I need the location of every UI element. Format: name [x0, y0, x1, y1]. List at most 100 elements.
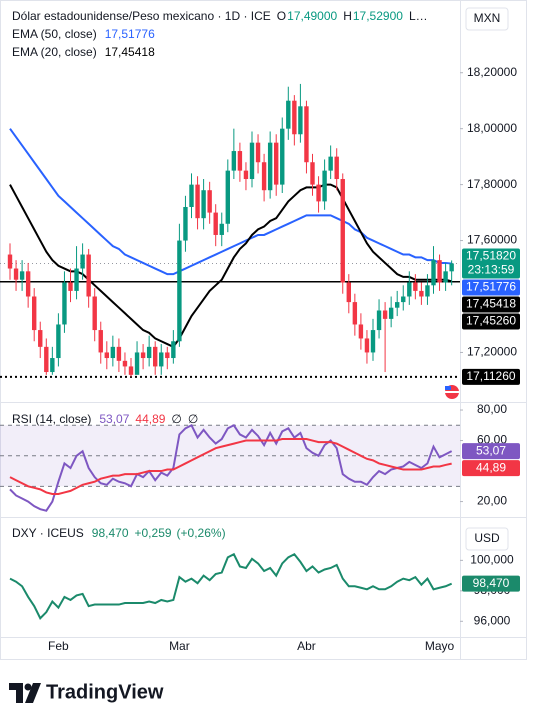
- candle-body: [413, 282, 418, 291]
- candle-body: [346, 282, 351, 303]
- candle-body: [340, 179, 345, 283]
- candle-body: [419, 290, 424, 297]
- price-label: [462, 575, 520, 592]
- y-tick-label: 17,60000: [467, 233, 517, 247]
- unit-box: [465, 7, 509, 31]
- candle-body: [395, 302, 400, 308]
- candle-body: [376, 310, 382, 331]
- x-tick-label: Abr: [297, 639, 316, 653]
- y-tick-label: 96,000: [474, 613, 511, 627]
- candle-body: [177, 240, 182, 342]
- candle-body: [328, 156, 333, 171]
- candle-body: [249, 142, 255, 180]
- legend-text: O: [277, 9, 286, 23]
- candle-body: [449, 263, 454, 272]
- candle-body: [165, 352, 170, 359]
- candle-body: [110, 346, 116, 359]
- price-label: [462, 313, 520, 330]
- candle-body: [280, 128, 285, 185]
- candle-body: [50, 358, 55, 373]
- candle-body: [304, 106, 309, 163]
- candle-body: [189, 184, 194, 207]
- candle-body: [310, 162, 315, 185]
- candle-body: [183, 206, 188, 241]
- candle-body: [207, 190, 212, 213]
- brand: TradingView: [46, 681, 164, 703]
- price-label: [462, 248, 520, 279]
- currency-flag: [445, 385, 459, 399]
- candle-body: [267, 142, 273, 191]
- candle-body: [201, 190, 206, 219]
- candle-body: [401, 296, 406, 303]
- candle-body: [243, 170, 249, 180]
- candle-body: [286, 100, 291, 129]
- indicator-line: [9, 423, 453, 512]
- candle-body: [358, 324, 364, 339]
- candle-body: [298, 106, 303, 135]
- candle-body: [92, 296, 97, 331]
- price-label-text: 44,89: [476, 460, 506, 474]
- legend-text: L…: [409, 9, 428, 23]
- candle-body: [159, 352, 164, 367]
- candle-body: [104, 352, 109, 359]
- candle-body: [140, 352, 146, 359]
- y-tick-label: 18,20000: [467, 65, 517, 79]
- y-tick-label: 20,00: [477, 494, 507, 508]
- ema-line: [9, 128, 452, 276]
- candle-body: [407, 282, 412, 297]
- y-tick-label: 17,80000: [467, 177, 517, 191]
- candle-body: [19, 271, 25, 280]
- legend-text: +0,259: [135, 526, 172, 540]
- candle-body: [370, 330, 376, 353]
- legend-text: 17,51776: [105, 27, 155, 41]
- candle-body: [261, 162, 267, 191]
- indicator-line: [9, 552, 453, 620]
- price-label-text: 17,45418: [466, 297, 516, 311]
- candle-body: [86, 254, 91, 297]
- indicator-line: [9, 438, 452, 495]
- legend-text: EMA (50, close): [12, 27, 97, 41]
- legend-text: (+0,26%): [177, 526, 226, 540]
- candle-body: [62, 282, 67, 325]
- candle-body: [274, 142, 279, 185]
- price-label: [462, 368, 520, 385]
- candle-body: [437, 260, 442, 283]
- candle-body: [431, 260, 436, 286]
- y-tick-label: 80,00: [477, 402, 507, 416]
- candle-body: [316, 184, 321, 202]
- candle-body: [237, 151, 243, 171]
- candle-body: [322, 170, 327, 202]
- x-tick-label: Mayo: [425, 639, 455, 653]
- candle-body: [425, 285, 430, 297]
- candle-body: [116, 346, 122, 361]
- candle-body: [128, 366, 134, 375]
- price-label-text: 17,51820: [466, 249, 516, 263]
- y-tick-label: 17,20000: [467, 345, 517, 359]
- candle-body: [38, 330, 43, 347]
- x-tick-label: Feb: [48, 639, 69, 653]
- candle-body: [255, 142, 261, 163]
- candle-body: [225, 170, 230, 224]
- chart-frame: [0, 0, 527, 660]
- candle-body: [74, 268, 79, 291]
- candle-body: [171, 341, 176, 359]
- candle-body: [364, 338, 370, 353]
- candle-body: [134, 352, 140, 375]
- price-label: [462, 296, 520, 313]
- legend-text: 17,52900: [353, 9, 403, 23]
- price-label: [462, 460, 520, 477]
- candle-body: [25, 271, 31, 297]
- legend-text: 44,89: [135, 412, 165, 426]
- candle-body: [153, 346, 158, 367]
- price-label-text: 17,11260: [466, 369, 515, 383]
- candle-body: [98, 330, 103, 353]
- legend-text: ∅: [171, 412, 181, 426]
- tradingview-logo: [9, 683, 41, 703]
- ema-line: [9, 183, 452, 349]
- legend-text: 17,45418: [105, 45, 155, 59]
- price-label-text: 23:13:59: [468, 263, 515, 277]
- legend-text: H: [343, 9, 352, 23]
- candle-body: [146, 346, 152, 359]
- unit-label: USD: [474, 531, 500, 545]
